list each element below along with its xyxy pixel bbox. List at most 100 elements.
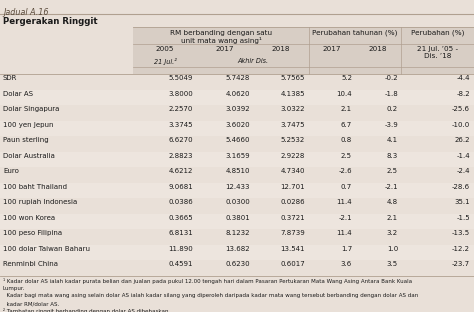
Text: 100 yen Jepun: 100 yen Jepun [3, 122, 54, 128]
Text: 5.4660: 5.4660 [226, 137, 250, 143]
Text: 11.4: 11.4 [337, 199, 352, 205]
Text: Lumpur.: Lumpur. [3, 286, 26, 291]
Text: 3.6020: 3.6020 [225, 122, 250, 128]
Text: -23.7: -23.7 [452, 261, 470, 267]
Text: 7.8739: 7.8739 [280, 230, 305, 236]
Text: ² Tambatan ringgit berbanding dengan dolar AS dibebaskan: ² Tambatan ringgit berbanding dengan dol… [3, 309, 168, 312]
Text: 9.0681: 9.0681 [168, 184, 193, 190]
Text: Akhir Dis.: Akhir Dis. [237, 58, 269, 64]
Text: 8.3: 8.3 [387, 153, 398, 159]
Text: 6.8131: 6.8131 [168, 230, 193, 236]
Text: 1.7: 1.7 [341, 246, 352, 252]
Text: -2.4: -2.4 [456, 168, 470, 174]
Text: 2.5: 2.5 [341, 153, 352, 159]
Text: 100 won Korea: 100 won Korea [3, 215, 55, 221]
Text: Perubahan (%): Perubahan (%) [411, 30, 464, 37]
FancyBboxPatch shape [0, 152, 474, 167]
Text: 2.5: 2.5 [387, 168, 398, 174]
FancyBboxPatch shape [0, 90, 474, 105]
FancyBboxPatch shape [0, 198, 474, 213]
FancyBboxPatch shape [133, 27, 474, 74]
Text: 3.0392: 3.0392 [225, 106, 250, 112]
Text: -1.5: -1.5 [456, 215, 470, 221]
Text: 3.8000: 3.8000 [168, 91, 193, 97]
Text: 0.4591: 0.4591 [168, 261, 193, 267]
Text: 21 Jul. ’05 -
Dis. ’18: 21 Jul. ’05 - Dis. ’18 [417, 46, 458, 59]
Text: 0.2: 0.2 [387, 106, 398, 112]
FancyBboxPatch shape [0, 74, 474, 90]
Text: 35.1: 35.1 [455, 199, 470, 205]
Text: 0.6017: 0.6017 [280, 261, 305, 267]
Text: 5.5049: 5.5049 [169, 75, 193, 81]
Text: 0.0300: 0.0300 [225, 199, 250, 205]
FancyBboxPatch shape [0, 229, 474, 245]
Text: 3.0322: 3.0322 [281, 106, 305, 112]
Text: -0.2: -0.2 [384, 75, 398, 81]
Text: SDR: SDR [3, 75, 18, 81]
Text: 3.7475: 3.7475 [281, 122, 305, 128]
Text: -10.0: -10.0 [452, 122, 470, 128]
Text: 0.3801: 0.3801 [225, 215, 250, 221]
Text: -2.6: -2.6 [338, 168, 352, 174]
Text: Euro: Euro [3, 168, 19, 174]
Text: -1.8: -1.8 [384, 91, 398, 97]
Text: 100 rupiah Indonesia: 100 rupiah Indonesia [3, 199, 77, 205]
Text: 2.1: 2.1 [387, 215, 398, 221]
Text: 3.1659: 3.1659 [225, 153, 250, 159]
FancyBboxPatch shape [0, 183, 474, 198]
FancyBboxPatch shape [0, 213, 474, 229]
Text: 6.6270: 6.6270 [168, 137, 193, 143]
Text: -13.5: -13.5 [452, 230, 470, 236]
FancyBboxPatch shape [0, 245, 474, 260]
Text: 4.6212: 4.6212 [169, 168, 193, 174]
Text: Dolar Singapura: Dolar Singapura [3, 106, 59, 112]
Text: 13.541: 13.541 [281, 246, 305, 252]
Text: 4.0620: 4.0620 [226, 91, 250, 97]
Text: kadar RM/dolar AS.: kadar RM/dolar AS. [3, 301, 59, 306]
Text: 2005: 2005 [156, 46, 174, 52]
FancyBboxPatch shape [0, 136, 474, 152]
Text: Renminbi China: Renminbi China [3, 261, 58, 267]
Text: 13.682: 13.682 [225, 246, 250, 252]
Text: -1.4: -1.4 [456, 153, 470, 159]
Text: Perubahan tahunan (%): Perubahan tahunan (%) [312, 30, 398, 37]
Text: 10.4: 10.4 [337, 91, 352, 97]
Text: 26.2: 26.2 [455, 137, 470, 143]
Text: 4.1: 4.1 [387, 137, 398, 143]
Text: 100 baht Thailand: 100 baht Thailand [3, 184, 67, 190]
Text: 3.6: 3.6 [341, 261, 352, 267]
Text: 8.1232: 8.1232 [226, 230, 250, 236]
Text: -28.6: -28.6 [452, 184, 470, 190]
Text: 100 peso Filipina: 100 peso Filipina [3, 230, 62, 236]
Text: 3.5: 3.5 [387, 261, 398, 267]
Text: 0.7: 0.7 [341, 184, 352, 190]
Text: Kadar bagi mata wang asing selain dolar AS ialah kadar silang yang diperoleh dar: Kadar bagi mata wang asing selain dolar … [3, 294, 418, 299]
Text: ¹ Kadar dolar AS ialah kadar purata belian dan jualan pada pukul 12.00 tengah ha: ¹ Kadar dolar AS ialah kadar purata beli… [3, 279, 412, 285]
Text: 1.0: 1.0 [387, 246, 398, 252]
Text: -12.2: -12.2 [452, 246, 470, 252]
Text: 2.1: 2.1 [341, 106, 352, 112]
Text: 11.4: 11.4 [337, 230, 352, 236]
Text: RM berbanding dengan satu
unit mata wang asing¹: RM berbanding dengan satu unit mata wang… [170, 30, 272, 44]
FancyBboxPatch shape [0, 105, 474, 120]
Text: 2.2570: 2.2570 [169, 106, 193, 112]
Text: 12.701: 12.701 [281, 184, 305, 190]
FancyBboxPatch shape [0, 120, 474, 136]
Text: Dolar Australia: Dolar Australia [3, 153, 55, 159]
Text: 5.2532: 5.2532 [281, 137, 305, 143]
Text: Pergerakan Ringgit: Pergerakan Ringgit [3, 17, 98, 26]
Text: 0.0286: 0.0286 [281, 199, 305, 205]
Text: 2.9228: 2.9228 [281, 153, 305, 159]
Text: -3.9: -3.9 [384, 122, 398, 128]
Text: 5.2: 5.2 [341, 75, 352, 81]
Text: 4.8: 4.8 [387, 199, 398, 205]
Text: 2017: 2017 [216, 46, 234, 52]
Text: 2017: 2017 [323, 46, 341, 52]
Text: 4.8510: 4.8510 [226, 168, 250, 174]
Text: 12.433: 12.433 [226, 184, 250, 190]
FancyBboxPatch shape [0, 260, 474, 275]
Text: 0.3721: 0.3721 [281, 215, 305, 221]
Text: 100 dolar Taiwan Baharu: 100 dolar Taiwan Baharu [3, 246, 90, 252]
Text: -2.1: -2.1 [338, 215, 352, 221]
Text: 4.7340: 4.7340 [281, 168, 305, 174]
